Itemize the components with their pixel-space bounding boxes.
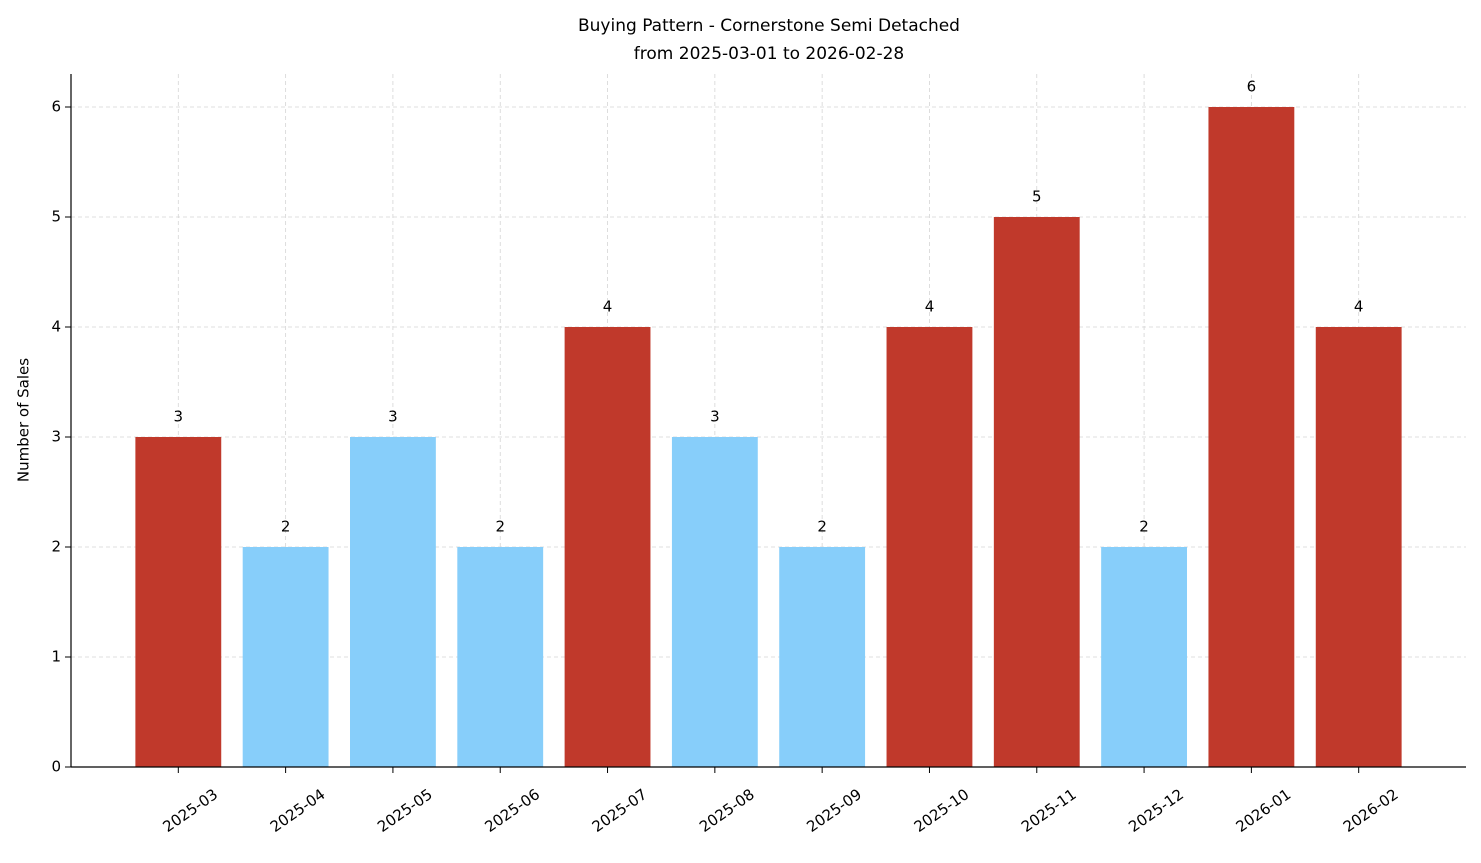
chart-subtitle: from 2025-03-01 to 2026-02-28 <box>634 44 904 64</box>
value-label: 2 <box>495 518 505 536</box>
y-tick-label: 0 <box>51 758 61 776</box>
x-tick-label: 2026-02 <box>1340 785 1402 836</box>
y-tick-label: 2 <box>51 538 61 556</box>
chart-title: Buying Pattern - Cornerstone Semi Detach… <box>578 16 960 36</box>
value-label: 6 <box>1247 78 1257 96</box>
bar <box>993 217 1080 767</box>
value-label: 3 <box>710 408 720 426</box>
x-tick-label: 2025-10 <box>911 785 973 836</box>
value-label: 3 <box>174 408 184 426</box>
bar <box>671 437 758 767</box>
x-tick-label: 2025-06 <box>481 785 543 836</box>
value-label: 2 <box>817 518 827 536</box>
bar <box>886 327 973 767</box>
x-tick-label: 2025-12 <box>1125 785 1187 836</box>
y-axis-label: Number of Sales <box>15 358 33 482</box>
value-label: 4 <box>925 298 935 316</box>
value-label: 2 <box>1139 518 1149 536</box>
bar <box>564 327 651 767</box>
x-tick-label: 2025-07 <box>589 785 651 836</box>
value-label: 4 <box>1354 298 1364 316</box>
x-tick-label: 2025-08 <box>696 785 758 836</box>
x-tick-label: 2026-01 <box>1233 785 1295 836</box>
bar <box>1315 327 1402 767</box>
x-tick-label: 2025-05 <box>374 785 436 836</box>
bar <box>135 437 222 767</box>
y-tick-label: 6 <box>51 98 61 116</box>
bar <box>242 547 329 767</box>
y-tick-label: 4 <box>51 318 61 336</box>
bar <box>779 547 866 767</box>
value-label: 5 <box>1032 188 1042 206</box>
y-tick-label: 5 <box>51 208 61 226</box>
bar <box>350 437 436 767</box>
x-tick-label: 2025-09 <box>803 785 865 836</box>
x-tick-label: 2025-04 <box>267 785 329 836</box>
x-tick-label: 2025-11 <box>1018 785 1080 836</box>
y-tick-label: 1 <box>51 648 61 666</box>
value-label: 4 <box>603 298 613 316</box>
value-label: 2 <box>281 518 291 536</box>
y-tick-label: 3 <box>51 428 61 446</box>
bar <box>1101 547 1187 767</box>
bar <box>457 547 544 767</box>
x-tick-label: 2025-03 <box>160 785 222 836</box>
bar <box>1208 107 1295 767</box>
value-label: 3 <box>388 408 398 426</box>
